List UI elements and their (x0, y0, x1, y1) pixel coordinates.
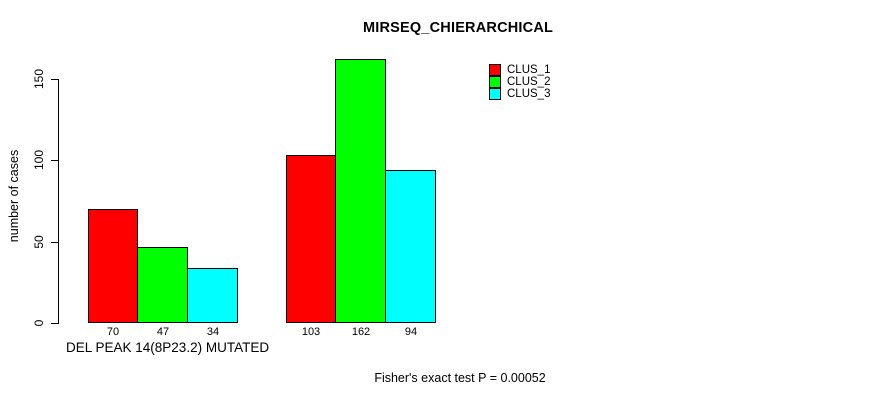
y-tick-label: 150 (32, 68, 46, 90)
fishers-test-annotation: Fisher's exact test P = 0.00052 (374, 371, 546, 385)
legend-row-clus-2: CLUS_2 (489, 76, 550, 88)
y-tick-label: 0 (32, 319, 46, 327)
bar-value-label: 34 (206, 326, 220, 338)
legend-swatch-cyan (489, 88, 501, 100)
chart-title: MIRSEQ_CHIERARCHICAL (362, 20, 554, 36)
y-axis-line (58, 79, 59, 324)
legend: CLUS_1 CLUS_2 CLUS_3 (489, 64, 550, 100)
y-tick-label: 100 (32, 149, 46, 171)
bar-clus_3 (385, 170, 436, 323)
bar-value-label: 162 (351, 326, 371, 338)
bar-value-label: 103 (301, 326, 321, 338)
legend-label: CLUS_3 (507, 88, 551, 100)
y-tick-mark (51, 323, 58, 324)
bar-clus_2 (335, 59, 386, 323)
bar-clus_2 (137, 247, 188, 323)
legend-label: CLUS_2 (507, 76, 551, 88)
y-tick-label: 50 (32, 235, 46, 249)
y-tick-mark (51, 242, 58, 243)
bar-value-label: 47 (156, 326, 170, 338)
y-tick-mark (51, 160, 58, 161)
bar-clus_3 (187, 268, 238, 323)
bar-value-label: 94 (404, 326, 418, 338)
y-axis-title: number of cases (7, 149, 21, 243)
legend-swatch-green (489, 76, 501, 88)
bar-clus_1 (286, 155, 336, 323)
legend-swatch-red (489, 64, 501, 76)
legend-label: CLUS_1 (507, 64, 551, 76)
bar-value-label: 70 (106, 326, 120, 338)
legend-row-clus-3: CLUS_3 (489, 88, 550, 100)
y-tick-mark (51, 79, 58, 80)
x-axis-title: DEL PEAK 14(8P23.2) MUTATED (66, 340, 270, 355)
bar-clus_1 (88, 209, 138, 323)
legend-row-clus-1: CLUS_1 (489, 64, 550, 76)
